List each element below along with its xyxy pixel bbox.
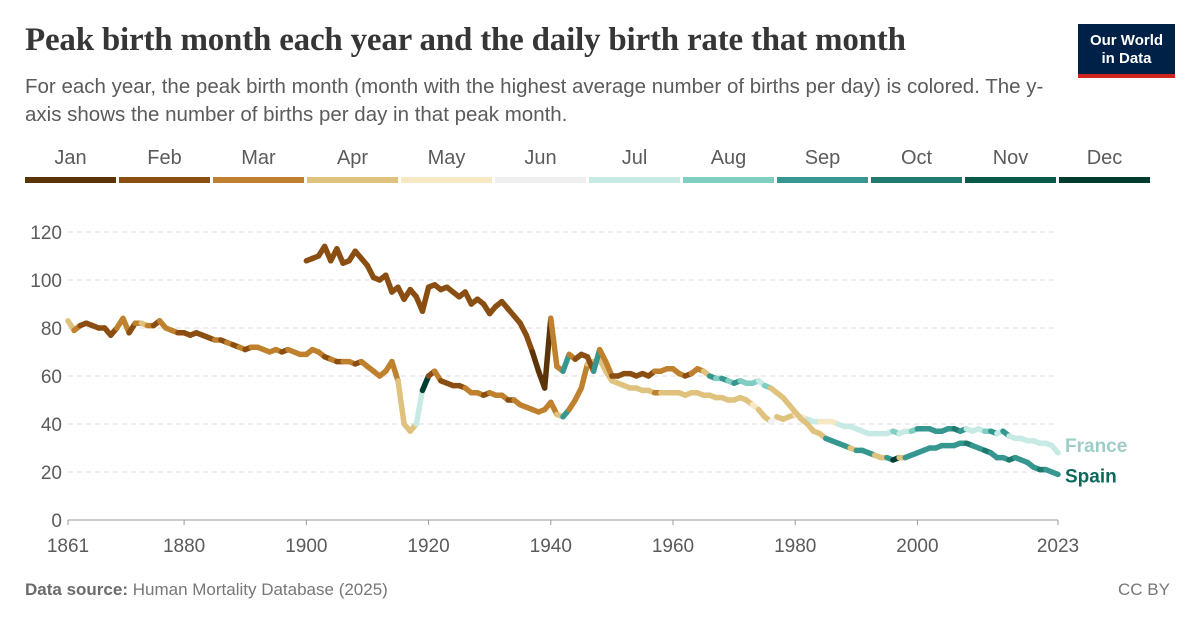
legend-label: Jun — [524, 147, 557, 169]
segment-1945 — [578, 361, 591, 391]
legend-label: Apr — [336, 147, 369, 169]
month-legend: Jan Feb Mar Apr May Jun Jul Aug Sep Oct Nov Dec — [25, 147, 1150, 187]
legend-item-dec[interactable]: Dec — [1059, 147, 1150, 187]
segment-1918 — [413, 387, 426, 427]
legend-item-feb[interactable]: Feb — [119, 147, 210, 187]
series-france — [65, 315, 1061, 456]
legend-swatch — [777, 177, 868, 183]
x-tick-label: 2023 — [1037, 536, 1079, 557]
legend-label: Nov — [992, 147, 1029, 169]
legend-label: Mar — [241, 147, 276, 169]
x-tick-label: 1880 — [163, 536, 205, 557]
segment-1937 — [529, 349, 542, 374]
legend-swatch — [965, 177, 1056, 183]
series-label-france: France — [1065, 436, 1127, 457]
logo-line-1: Our World — [1089, 32, 1164, 49]
x-tick-label: 1920 — [407, 536, 449, 557]
segment-1914 — [389, 358, 401, 384]
legend-swatch — [25, 177, 116, 183]
legend-swatch — [213, 177, 304, 183]
chart-subtitle: For each year, the peak birth month (mon… — [25, 75, 1044, 126]
legend-item-oct[interactable]: Oct — [871, 147, 962, 187]
y-tick-label: 100 — [30, 271, 62, 292]
legend-label: Sep — [804, 147, 841, 169]
segment-1940 — [548, 315, 560, 370]
legend-label: Dec — [1086, 147, 1123, 169]
series-lines — [65, 243, 1061, 478]
segment-1915 — [395, 378, 407, 427]
legend-item-jun[interactable]: Jun — [495, 147, 586, 187]
legend-item-jul[interactable]: Jul — [589, 147, 680, 187]
legend-swatch — [495, 177, 586, 183]
data-source-label: Data source: — [25, 580, 128, 599]
legend-label: Oct — [900, 147, 933, 169]
legend-swatch — [1059, 177, 1150, 183]
legend-swatch — [683, 177, 774, 183]
y-tick-label: 80 — [41, 319, 62, 340]
segment-1936 — [523, 332, 536, 355]
legend-item-mar[interactable]: Mar — [213, 147, 304, 187]
legend-label: Aug — [710, 147, 747, 169]
legend-label: Feb — [147, 147, 182, 169]
legend-item-sep[interactable]: Sep — [777, 147, 868, 187]
legend-item-may[interactable]: May — [401, 147, 492, 187]
legend-item-jan[interactable]: Jan — [25, 147, 116, 187]
legend-label: Jul — [621, 147, 648, 169]
y-tick-label: 120 — [30, 223, 62, 244]
segment-1942 — [560, 351, 572, 374]
logo-line-2: in Data — [1101, 50, 1152, 67]
data-source-text: Human Mortality Database (2025) — [132, 580, 388, 599]
legend-swatch — [871, 177, 962, 183]
segment-1913 — [383, 272, 395, 295]
x-axis: 1861 1880 1900 1920 1940 1960 1980 2000 2023 — [47, 519, 1079, 557]
x-tick-label: 1900 — [285, 536, 327, 557]
segment-2022 — [1049, 469, 1061, 478]
legend-item-apr[interactable]: Apr — [307, 147, 398, 187]
legend-swatch — [119, 177, 210, 183]
legend-swatch — [401, 177, 492, 183]
legend-swatch — [589, 177, 680, 183]
x-tick-label: 1980 — [774, 536, 816, 557]
legend-swatch — [307, 177, 398, 183]
y-tick-label: 0 — [51, 511, 62, 532]
legend-item-aug[interactable]: Aug — [683, 147, 774, 187]
legend-label: May — [427, 147, 466, 169]
y-tick-label: 60 — [41, 367, 62, 388]
series-spain — [303, 243, 1061, 478]
series-label-spain: Spain — [1065, 466, 1117, 487]
segment-2022 — [1049, 442, 1061, 456]
data-source: Data source: Human Mortality Database (2… — [25, 580, 388, 600]
segment-1919 — [419, 284, 432, 314]
legend-label: Jan — [54, 147, 87, 169]
chart-title: Peak birth month each year and the daily… — [25, 22, 906, 58]
x-tick-label: 1960 — [652, 536, 694, 557]
legend-item-nov[interactable]: Nov — [965, 147, 1056, 187]
line-chart: 0 20 40 60 80 100 120 1861 1880 1900 1920 1940 1960… — [30, 223, 1127, 557]
y-tick-label: 40 — [41, 415, 62, 436]
gridlines — [68, 231, 1058, 473]
y-tick-label: 20 — [41, 463, 62, 484]
x-tick-label: 1940 — [530, 536, 572, 557]
license-link[interactable]: CC BY — [1118, 580, 1170, 599]
owid-logo[interactable]: Our World in Data — [1078, 24, 1175, 78]
y-axis: 0 20 40 60 80 100 120 — [30, 223, 62, 532]
x-tick-label: 2000 — [896, 536, 938, 557]
x-tick-label: 1861 — [47, 536, 89, 557]
series-labels: France Spain — [1065, 436, 1127, 488]
